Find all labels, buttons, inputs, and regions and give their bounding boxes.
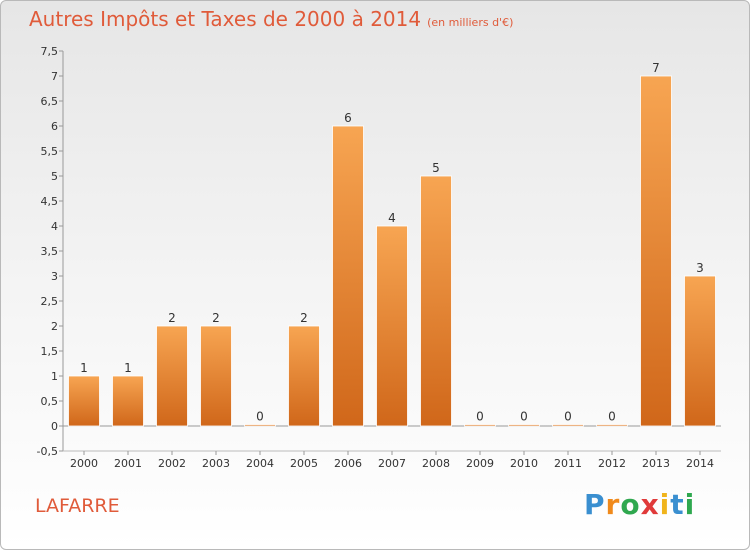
data-label: 0 [476, 410, 484, 424]
y-tick-label: 1,5 [41, 345, 59, 358]
chart-labels: 2000 1 2001 1 2002 2 2003 2 2004 0 2005 2 2006 6 2007 4… [70, 61, 714, 470]
y-tick-label: 0,5 [41, 395, 59, 408]
data-label: 0 [564, 410, 572, 424]
proxiti-logo: Proxiti [584, 488, 695, 521]
bar [244, 424, 276, 427]
chart-title-text: Autres Impôts et Taxes de 2000 à 2014 [29, 7, 422, 31]
y-tick-label: 3,5 [41, 245, 59, 258]
y-tick-label: 7 [51, 70, 58, 83]
data-label: 5 [432, 161, 440, 175]
bar [596, 424, 628, 427]
x-tick-label: 2007 [378, 457, 406, 470]
bar [200, 325, 232, 427]
x-tick-label: 2014 [686, 457, 714, 470]
bar [68, 375, 100, 427]
logo-letter: t [670, 488, 685, 521]
y-tick-label: 2 [51, 320, 58, 333]
x-tick-label: 2010 [510, 457, 538, 470]
bar [552, 424, 584, 427]
logo-letter: i [659, 488, 671, 521]
data-label: 3 [696, 261, 704, 275]
logo-letter: r [605, 488, 621, 521]
y-tick-label: 2,5 [41, 295, 59, 308]
bar [112, 375, 144, 427]
x-tick-label: 2006 [334, 457, 362, 470]
bar [332, 125, 364, 427]
logo-letter: P [584, 488, 606, 521]
bar [156, 325, 188, 427]
bar [508, 424, 540, 427]
x-tick-label: 2000 [70, 457, 98, 470]
x-tick-label: 2004 [246, 457, 274, 470]
x-tick-label: 2001 [114, 457, 142, 470]
bar [684, 275, 716, 427]
data-label: 7 [652, 61, 660, 75]
chart-bars [68, 75, 716, 427]
x-tick-label: 2009 [466, 457, 494, 470]
x-tick-label: 2011 [554, 457, 582, 470]
x-tick-label: 2008 [422, 457, 450, 470]
data-label: 6 [344, 111, 352, 125]
data-label: 2 [168, 311, 176, 325]
x-tick-label: 2012 [598, 457, 626, 470]
logo-letter: i [684, 488, 696, 521]
data-label: 0 [256, 410, 264, 424]
y-tick-label: 6 [51, 120, 58, 133]
logo-letter: x [640, 488, 660, 521]
chart-title: Autres Impôts et Taxes de 2000 à 2014 (en… [29, 7, 513, 31]
bar [420, 175, 452, 427]
y-tick-label: 6,5 [41, 95, 59, 108]
bar [464, 424, 496, 427]
data-label: 0 [520, 410, 528, 424]
x-tick-label: 2013 [642, 457, 670, 470]
y-tick-label: 4 [51, 220, 58, 233]
y-tick-label: 5,5 [41, 145, 59, 158]
y-tick-label: -0,5 [37, 445, 58, 458]
data-label: 2 [300, 311, 308, 325]
data-label: 0 [608, 410, 616, 424]
chart-axes: -0,5 0 0,5 1 1,5 2 2,5 3 3,5 4 4,5 5 5,5 6 6,5 7 7,5 [37, 45, 721, 458]
data-label: 2 [212, 311, 220, 325]
y-tick-label: 0 [51, 420, 58, 433]
logo-letter: o [620, 488, 641, 521]
y-tick-label: 3 [51, 270, 58, 283]
chart-title-unit: (en milliers d'€) [427, 16, 514, 29]
commune-name: LAFARRE [35, 495, 120, 517]
y-tick-label: 4,5 [41, 195, 59, 208]
x-tick-label: 2003 [202, 457, 230, 470]
y-tick-label: 5 [51, 170, 58, 183]
bar [376, 225, 408, 427]
data-label: 1 [124, 361, 132, 375]
y-tick-label: 7,5 [41, 45, 59, 58]
x-tick-label: 2005 [290, 457, 318, 470]
data-label: 1 [80, 361, 88, 375]
data-label: 4 [388, 211, 396, 225]
y-tick-label: 1 [51, 370, 58, 383]
bar [288, 325, 320, 427]
bar [640, 75, 672, 427]
x-tick-label: 2002 [158, 457, 186, 470]
